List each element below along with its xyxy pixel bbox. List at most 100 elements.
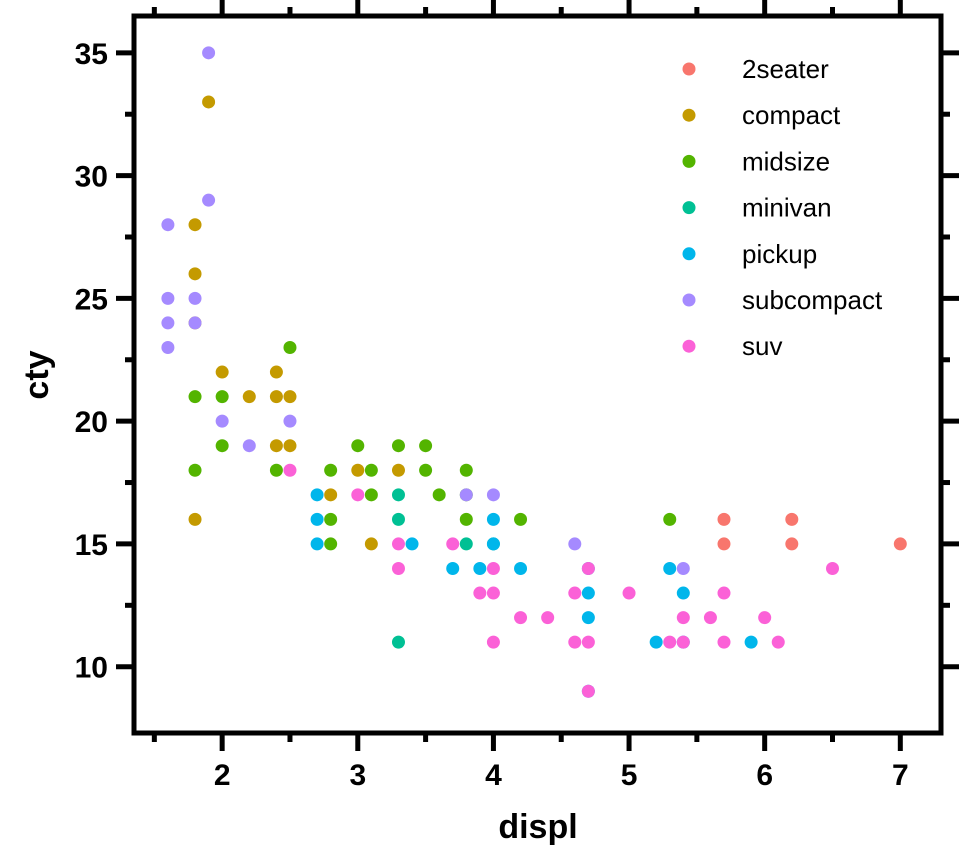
data-point [622,586,636,600]
data-point [459,488,473,502]
data-point [514,561,528,575]
data-point [486,586,500,600]
data-point [391,537,405,551]
data-point [215,365,229,379]
legend-label: suv [742,331,782,361]
legend-key [682,154,696,168]
data-point [310,512,324,526]
data-point [541,611,555,625]
data-point [785,537,799,551]
data-point [310,537,324,551]
data-point [283,463,297,477]
data-point [188,463,202,477]
data-point [486,561,500,575]
series-2seater [717,512,907,551]
data-point [188,390,202,404]
data-point [324,463,338,477]
data-point [744,635,758,649]
y-tick-label: 10 [75,652,108,685]
data-point [717,512,731,526]
data-point [269,463,283,477]
data-point [446,537,460,551]
legend-item-minivan: minivan [682,193,832,223]
data-point [242,439,256,453]
data-point [161,291,175,305]
x-tick-label: 3 [349,759,366,792]
legend-item-compact: compact [682,100,841,130]
legend-key [682,108,696,122]
data-point [568,586,582,600]
x-tick-label: 5 [621,759,638,792]
data-point [486,488,500,502]
data-point [242,390,256,404]
data-point [717,537,731,551]
x-tick-label: 7 [892,759,909,792]
data-point [676,635,690,649]
legend-key [682,293,696,307]
data-points [161,46,907,698]
axis-tick-labels: 2 3 4 5 6 7 10 15 20 25 30 35 [75,38,909,792]
legend-label: 2seater [742,54,829,84]
data-point [419,463,433,477]
data-point [703,611,717,625]
data-point [188,291,202,305]
legend-item-suv: suv [682,331,782,361]
legend-label: midsize [742,146,830,176]
data-point [459,463,473,477]
data-point [269,390,283,404]
data-point [581,684,595,698]
y-tick-label: 20 [75,406,108,439]
legend-key [682,201,696,215]
x-tick-label: 6 [756,759,773,792]
data-point [758,611,772,625]
data-point [391,439,405,453]
data-point [568,635,582,649]
data-point [351,439,365,453]
data-point [663,561,677,575]
data-point [717,635,731,649]
legend-label: minivan [742,193,832,223]
data-point [391,463,405,477]
x-tick-label: 4 [485,759,502,792]
data-point [188,512,202,526]
y-tick-label: 25 [75,283,108,316]
data-point [364,463,378,477]
data-point [486,537,500,551]
data-point [717,586,731,600]
data-point [391,635,405,649]
legend-label: compact [742,100,841,130]
axis-ticks [116,0,959,751]
data-point [893,537,907,551]
data-point [391,488,405,502]
plot-panel [131,13,944,736]
data-point [486,512,500,526]
y-tick-label: 30 [75,161,108,194]
legend-key [682,62,696,76]
series-subcompact [161,46,690,575]
data-point [419,439,433,453]
data-point [364,537,378,551]
data-point [364,488,378,502]
data-point [676,611,690,625]
series-suv [283,463,839,698]
data-point [649,635,663,649]
data-point [324,488,338,502]
data-point [663,635,677,649]
data-point [202,46,216,60]
data-point [825,561,839,575]
data-point [785,512,799,526]
data-point [391,561,405,575]
data-point [188,218,202,232]
data-point [269,439,283,453]
data-point [391,512,405,526]
data-point [324,537,338,551]
data-point [432,488,446,502]
legend-item-midsize: midsize [682,146,830,176]
data-point [161,340,175,354]
legend: 2seater compact midsize minivan pickup subcom… [682,54,883,361]
data-point [581,561,595,575]
data-point [581,635,595,649]
data-point [771,635,785,649]
data-point [215,414,229,428]
